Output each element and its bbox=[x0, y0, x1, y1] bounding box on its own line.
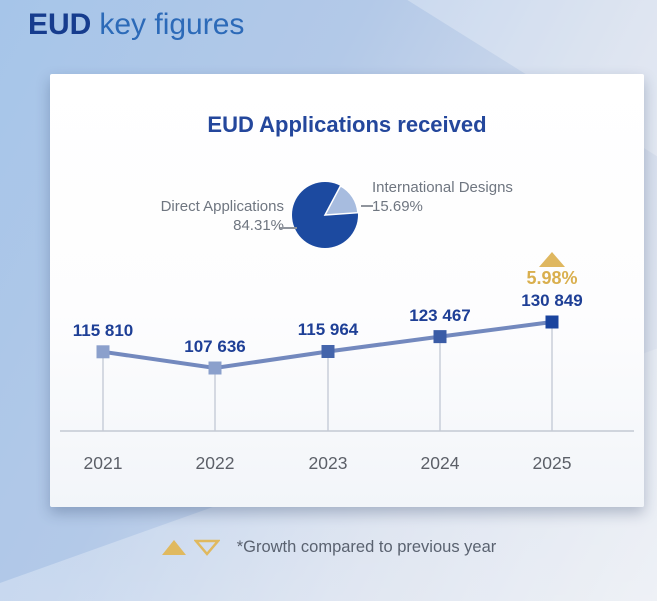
leader-line-direct bbox=[280, 227, 297, 229]
x-axis-label-2025: 2025 bbox=[532, 453, 572, 473]
pie-label-international-pct: 15.69% bbox=[372, 198, 423, 215]
value-label-2024: 123 467 bbox=[409, 305, 471, 325]
legend-down-icon bbox=[193, 539, 220, 556]
leader-line-international bbox=[361, 205, 373, 207]
value-label-2025: 130 849 bbox=[521, 291, 583, 310]
pie-chart bbox=[292, 182, 359, 248]
footer-note: *Growth compared to previous year bbox=[236, 538, 497, 556]
page-title: EUD key figures bbox=[28, 8, 244, 42]
data-point-2024 bbox=[433, 330, 447, 344]
value-label-2022: 107 636 bbox=[184, 337, 246, 356]
footer-legend: *Growth compared to previous year bbox=[0, 538, 657, 557]
x-axis-label-2024: 2024 bbox=[420, 453, 460, 473]
page-title-bold: EUD bbox=[28, 8, 92, 41]
data-point-2023 bbox=[321, 344, 335, 358]
data-point-2022 bbox=[208, 361, 222, 375]
pie-label-international-name: International Designs bbox=[372, 179, 513, 196]
pie-slice-international-designs bbox=[323, 184, 359, 216]
x-axis-label-2023: 2023 bbox=[308, 453, 348, 473]
data-point-2025 bbox=[545, 315, 559, 329]
page-title-rest: key figures bbox=[99, 8, 245, 41]
pie-label-direct-applications: Direct Applications 84.31% bbox=[161, 197, 284, 235]
pie-label-direct-name: Direct Applications bbox=[160, 198, 284, 215]
value-label-2023: 115 964 bbox=[297, 320, 359, 340]
legend-up-icon bbox=[161, 540, 186, 555]
x-axis-label-2022: 2022 bbox=[195, 453, 235, 473]
value-label-2021: 115 810 bbox=[72, 320, 134, 340]
line-chart bbox=[60, 315, 634, 432]
figure-card: EUD Applications received Direct Applica… bbox=[50, 74, 644, 507]
data-point-2021 bbox=[96, 345, 110, 359]
x-axis-label-2021: 2021 bbox=[83, 453, 123, 473]
card-title: EUD Applications received bbox=[207, 112, 487, 137]
pie-label-international-designs: International Designs 15.69% bbox=[372, 178, 513, 216]
growth-percent: 5.98% bbox=[526, 268, 578, 288]
growth-up-icon bbox=[539, 252, 565, 267]
pie-label-direct-pct: 84.31% bbox=[233, 217, 284, 234]
